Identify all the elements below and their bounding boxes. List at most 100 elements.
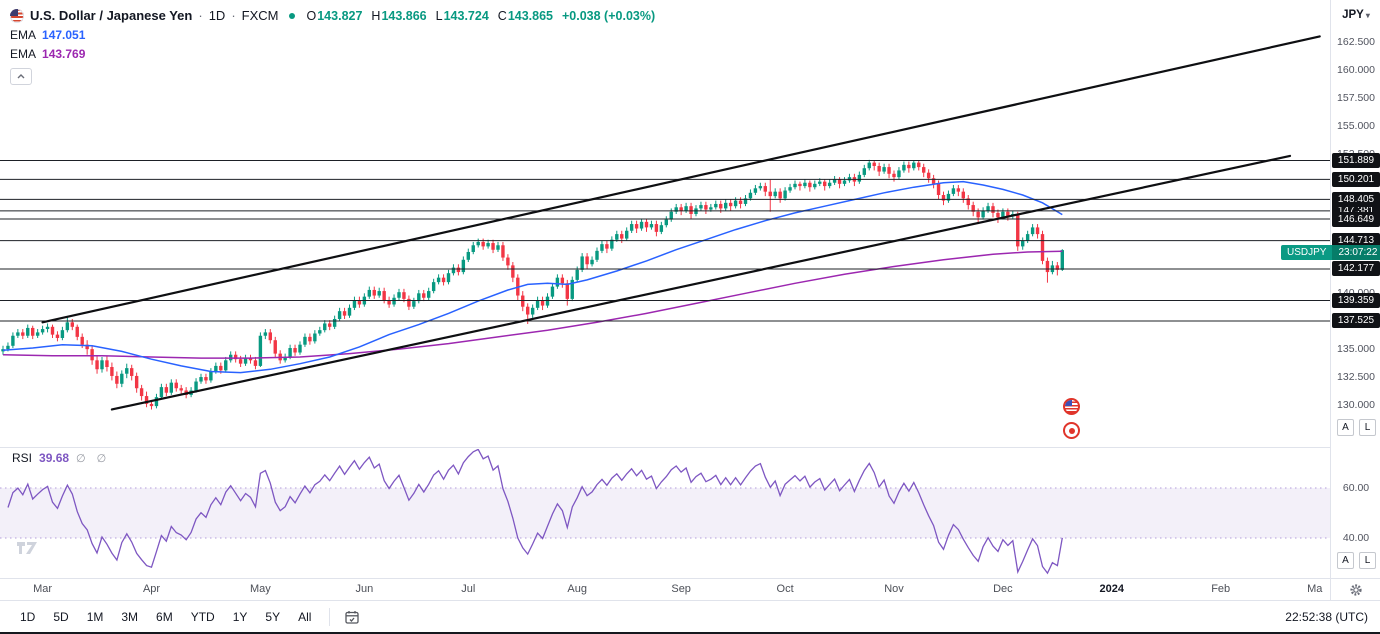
go-to-date-button[interactable] <box>340 607 364 627</box>
time-axis-label: Dec <box>993 583 1013 595</box>
time-axis-label: Nov <box>884 583 904 595</box>
change-value: +0.038 (+0.03%) <box>562 8 656 23</box>
scale-buttons-main: A L <box>1337 419 1376 436</box>
ema-fast-label: EMA <box>10 28 37 42</box>
timeframe-5y[interactable]: 5Y <box>265 609 281 624</box>
price-axis-tick: 160.000 <box>1337 63 1375 76</box>
price-level-chip: 139.359 <box>1332 292 1380 308</box>
time-axis-label: 2024 <box>1099 583 1125 595</box>
price-level-chip: 148.405 <box>1332 191 1380 207</box>
price-axis-tick: 155.000 <box>1337 119 1375 132</box>
time-axis-label: Ma <box>1307 583 1323 595</box>
price-level-chip: 150.201 <box>1332 171 1380 187</box>
bar-countdown-chip: USDJPY 23:07:22 <box>1281 245 1380 260</box>
time-axis-label: Apr <box>142 583 161 595</box>
ema-slow-legend[interactable]: EMA 143.769 <box>10 47 655 61</box>
price-axis-tick: 135.000 <box>1337 343 1375 356</box>
time-axis-label: May <box>250 583 271 595</box>
time-axis-label: Oct <box>776 583 794 595</box>
countdown-symbol: USDJPY <box>1281 245 1333 260</box>
toolbar-divider <box>329 607 331 626</box>
calendar-icon <box>345 610 360 624</box>
chevron-down-icon: ▾ <box>1365 10 1370 20</box>
currency-label: JPY <box>1342 9 1364 21</box>
rsi-hidden-args: ∅ ∅ <box>76 452 111 465</box>
chart-legend: U.S. Dollar / Japanese Yen · 1D · FXCM O… <box>10 8 655 85</box>
log-scale-button[interactable]: L <box>1359 419 1376 436</box>
timeframe-1d[interactable]: 1D <box>20 609 36 624</box>
price-level-chip: 137.525 <box>1332 313 1380 329</box>
market-open-dot-icon <box>288 12 295 19</box>
close-label: C <box>497 8 507 23</box>
time-axis-label: Jun <box>355 583 374 595</box>
symbol-row[interactable]: U.S. Dollar / Japanese Yen · 1D · FXCM O… <box>10 8 655 23</box>
separator-dot: · <box>231 8 236 23</box>
trendline[interactable] <box>41 35 1321 324</box>
bottom-toolbar: 1D 5D 1M 3M 6M YTD 1Y 5Y All 22:52:38 (U… <box>0 600 1380 632</box>
log-scale-button[interactable]: L <box>1359 552 1376 569</box>
timeframe-all[interactable]: All <box>298 609 312 624</box>
price-axis-tick: 162.500 <box>1337 36 1375 48</box>
low-label: L <box>435 8 443 23</box>
price-axis-tick: 132.500 <box>1337 371 1375 384</box>
axis-settings-corner[interactable] <box>1330 578 1380 601</box>
rsi-axis-tick: 40.00 <box>1342 532 1370 544</box>
ema-fast-value: 147.051 <box>42 28 86 42</box>
low-value: 143.724 <box>443 8 489 23</box>
main-chart-svg[interactable] <box>0 0 1330 578</box>
us-flag-marker[interactable] <box>1063 398 1080 415</box>
trendline[interactable] <box>110 154 1292 411</box>
exchange-label[interactable]: FXCM <box>241 8 279 23</box>
window-border <box>0 632 1380 634</box>
ema-slow-value: 143.769 <box>42 47 86 61</box>
auto-scale-button[interactable]: A <box>1337 419 1354 436</box>
countdown-timer: 23:07:22 <box>1332 245 1380 260</box>
time-axis-label: Mar <box>33 583 53 595</box>
time-axis-label: Feb <box>1211 583 1231 595</box>
high-value: 143.866 <box>381 8 427 23</box>
open-value: 143.827 <box>317 8 363 23</box>
price-axis-tick: 157.500 <box>1337 91 1375 104</box>
ema-line[interactable] <box>2 180 1063 374</box>
timeframe-5d[interactable]: 5D <box>53 609 69 624</box>
tradingview-logo-icon <box>17 542 37 554</box>
japan-flag-marker[interactable] <box>1063 422 1080 439</box>
symbol-title[interactable]: U.S. Dollar / Japanese Yen <box>30 8 193 23</box>
time-axis-label: Jul <box>461 583 476 595</box>
rsi-label: RSI <box>12 451 33 465</box>
axis-currency-menu[interactable]: JPY ▾ <box>1331 9 1380 21</box>
timeframe-3m[interactable]: 3M <box>121 609 139 624</box>
timeframe-1y[interactable]: 1Y <box>232 609 248 624</box>
auto-scale-button[interactable]: A <box>1337 552 1354 569</box>
time-axis[interactable]: Mar Apr May Jun Jul Aug Sep Oct Nov Dec 2024 Feb Ma <box>0 578 1330 601</box>
tradingview-logo[interactable] <box>16 540 40 560</box>
us-flag-icon <box>10 8 24 23</box>
separator-dot: · <box>198 8 203 23</box>
rsi-line[interactable] <box>7 449 1063 575</box>
rsi-axis-tick: 60.00 <box>1342 482 1370 494</box>
timeframe-1m[interactable]: 1M <box>86 609 104 624</box>
timeframe-ytd[interactable]: YTD <box>190 609 215 624</box>
rsi-band <box>0 488 1330 538</box>
chart-canvas[interactable] <box>0 0 1330 578</box>
price-level-chip: 144.713 <box>1332 233 1380 249</box>
ema-line[interactable] <box>2 250 1063 359</box>
ohlc-values: O 143.827 H 143.866 L 143.724 C 143.865 +0.0… <box>307 9 656 23</box>
open-label: O <box>306 8 317 23</box>
ema-fast-legend[interactable]: EMA 147.051 <box>10 28 655 42</box>
price-axis[interactable]: JPY ▾ A L A L 162.500 160.000 157.500 155.0… <box>1330 0 1380 578</box>
close-value: 143.865 <box>507 8 553 23</box>
rsi-value: 39.68 <box>39 451 70 465</box>
utc-clock[interactable]: 22:52:38 (UTC) <box>1285 609 1368 624</box>
price-level-chip: 151.889 <box>1332 153 1380 168</box>
high-label: H <box>371 8 381 23</box>
collapse-legend-button[interactable] <box>10 68 32 85</box>
scale-buttons-rsi: A L <box>1337 552 1376 569</box>
timeframe-6m[interactable]: 6M <box>156 609 173 624</box>
interval-label[interactable]: 1D <box>208 8 226 23</box>
ema-slow-label: EMA <box>10 47 37 61</box>
chevron-up-icon <box>17 74 25 79</box>
price-axis-tick: 130.000 <box>1337 398 1375 411</box>
rsi-legend[interactable]: RSI 39.68 ∅ ∅ <box>12 451 110 465</box>
